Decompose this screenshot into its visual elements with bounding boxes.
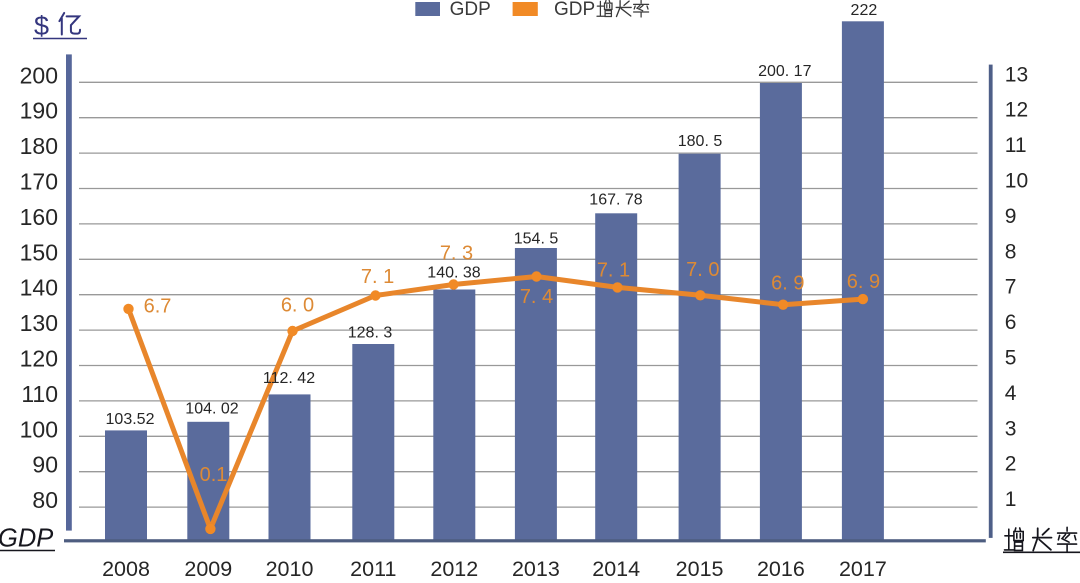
- svg-text:190: 190: [20, 98, 58, 124]
- svg-text:6: 6: [1005, 311, 1017, 334]
- svg-text:100: 100: [20, 416, 58, 442]
- svg-text:$: $: [34, 11, 49, 41]
- svg-text:80: 80: [32, 487, 58, 513]
- svg-text:130: 130: [20, 310, 58, 336]
- svg-text:0.1: 0.1: [200, 464, 228, 486]
- svg-text:8: 8: [1005, 240, 1017, 263]
- svg-text:2013: 2013: [512, 557, 560, 581]
- svg-text:2015: 2015: [676, 557, 724, 581]
- svg-text:GDP: GDP: [450, 0, 491, 20]
- svg-text:6. 9: 6. 9: [771, 272, 804, 294]
- svg-text:200. 17: 200. 17: [758, 63, 811, 80]
- svg-text:6.7: 6.7: [144, 296, 172, 318]
- svg-text:120: 120: [20, 346, 58, 372]
- svg-text:170: 170: [20, 169, 58, 195]
- svg-text:2012: 2012: [430, 557, 478, 581]
- svg-text:7. 3: 7. 3: [440, 243, 473, 265]
- svg-text:200: 200: [20, 62, 58, 88]
- svg-text:13: 13: [1005, 63, 1028, 86]
- svg-text:3: 3: [1005, 417, 1017, 440]
- svg-text:12: 12: [1005, 99, 1028, 122]
- svg-text:2008: 2008: [102, 557, 150, 581]
- svg-text:180: 180: [20, 133, 58, 159]
- svg-text:2010: 2010: [266, 557, 314, 581]
- svg-text:104. 02: 104. 02: [185, 401, 238, 418]
- svg-text:5: 5: [1005, 347, 1017, 370]
- svg-text:2: 2: [1005, 453, 1017, 476]
- svg-text:7: 7: [1005, 276, 1017, 299]
- svg-text:103.52: 103.52: [106, 411, 155, 428]
- svg-text:1: 1: [1005, 488, 1017, 511]
- svg-text:150: 150: [20, 239, 58, 265]
- svg-text:167. 78: 167. 78: [589, 192, 642, 209]
- svg-text:160: 160: [20, 204, 58, 230]
- svg-text:154. 5: 154. 5: [514, 231, 559, 248]
- svg-text:9: 9: [1005, 205, 1017, 228]
- svg-text:2014: 2014: [592, 557, 640, 581]
- svg-text:2017: 2017: [839, 557, 887, 581]
- svg-text:2009: 2009: [184, 557, 232, 581]
- svg-text:4: 4: [1005, 382, 1017, 405]
- svg-text:7. 0: 7. 0: [686, 259, 719, 281]
- svg-text:7. 1: 7. 1: [597, 260, 630, 282]
- svg-text:140: 140: [20, 275, 58, 301]
- svg-text:2011: 2011: [350, 557, 396, 581]
- svg-text:180. 5: 180. 5: [678, 133, 723, 150]
- svg-text:2016: 2016: [757, 557, 805, 581]
- svg-text:11: 11: [1005, 134, 1027, 157]
- svg-text:110: 110: [21, 381, 58, 407]
- svg-text:7. 4: 7. 4: [520, 286, 553, 308]
- svg-text:140. 38: 140. 38: [427, 265, 480, 282]
- svg-text:6. 9: 6. 9: [847, 271, 880, 293]
- svg-text:222: 222: [851, 2, 878, 19]
- svg-text:112. 42: 112. 42: [263, 370, 315, 387]
- svg-text:6. 0: 6. 0: [281, 294, 314, 316]
- svg-text:GDP: GDP: [0, 525, 53, 553]
- svg-text:128. 3: 128. 3: [348, 324, 393, 341]
- svg-text:10: 10: [1005, 170, 1028, 193]
- svg-text:7. 1: 7. 1: [361, 266, 394, 288]
- svg-text:GDP: GDP: [554, 0, 595, 20]
- svg-text:90: 90: [32, 452, 58, 478]
